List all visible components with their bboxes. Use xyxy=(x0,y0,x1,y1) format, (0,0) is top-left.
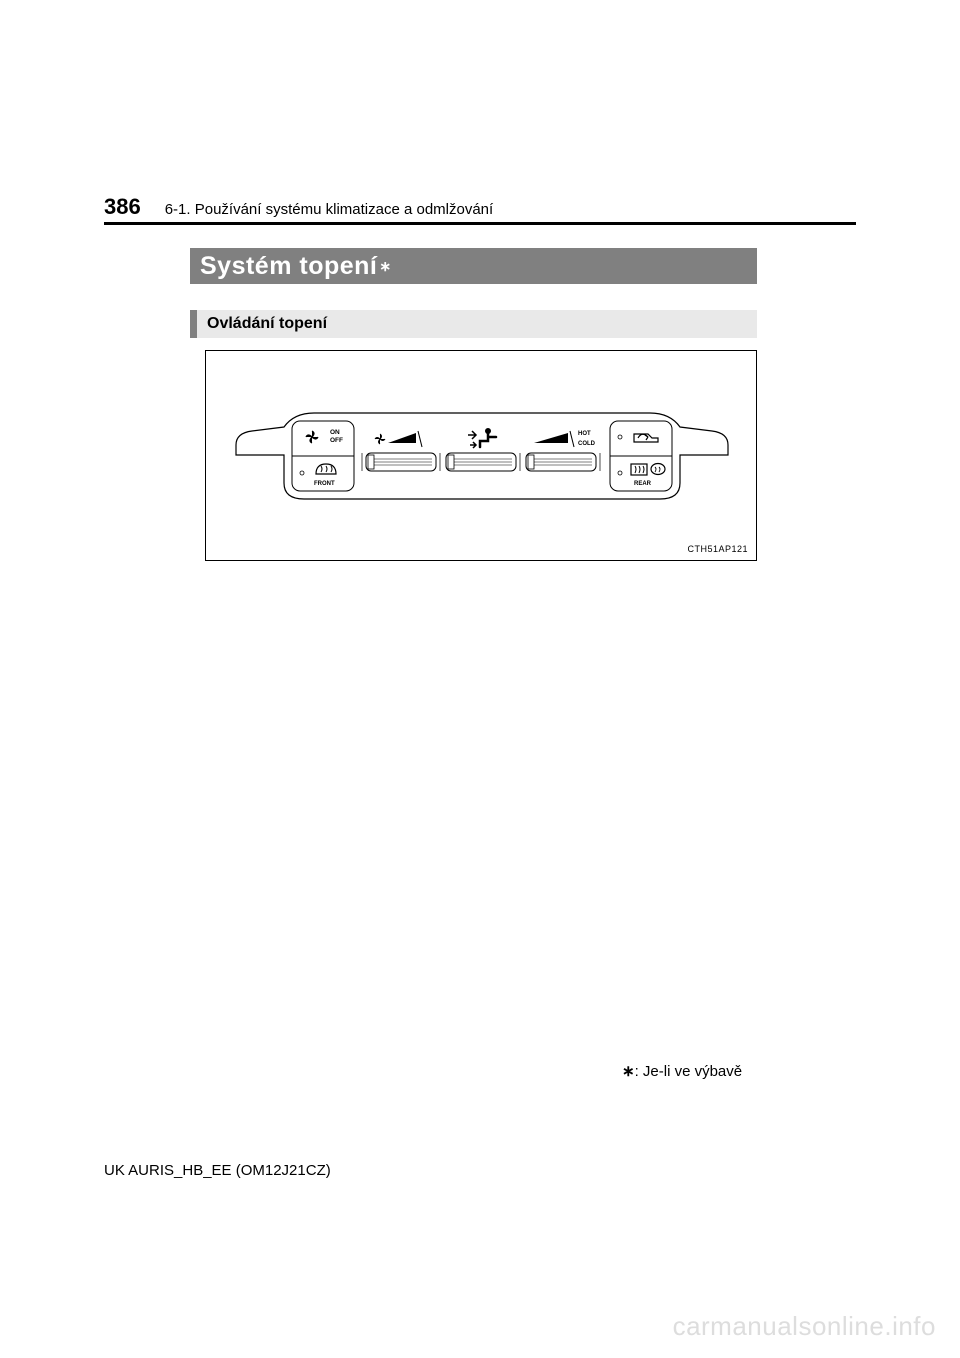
hot-label: HOT xyxy=(578,431,591,437)
footnote-text: : Je-li ve výbavě xyxy=(635,1063,743,1080)
footnote-star: ∗ xyxy=(622,1063,635,1080)
fan-icon xyxy=(306,431,318,443)
document-id: UK AURIS_HB_EE (OM12J21CZ) xyxy=(104,1162,331,1179)
rear-defrost-button: REAR xyxy=(618,464,665,488)
airflow-mode-slider xyxy=(446,453,516,471)
title-bar: Systém topení∗ xyxy=(190,248,757,284)
temperature-slider xyxy=(526,453,596,471)
rear-label: REAR xyxy=(634,481,652,487)
on-label: ON xyxy=(330,429,340,436)
fan-speed-slider xyxy=(366,453,436,471)
footnote: ∗: Je-li ve výbavě xyxy=(622,1062,742,1080)
off-label: OFF xyxy=(330,437,343,444)
recirculation-icon xyxy=(634,434,658,442)
fan-on-off-button: ON OFF xyxy=(306,429,343,444)
page-header: 386 6-1. Používání systému klimatizace a… xyxy=(104,194,856,220)
section-header: 6-1. Používání systému klimatizace a odm… xyxy=(165,201,493,218)
subsection-bar: Ovládání topení xyxy=(190,310,757,338)
front-defrost-button: FRONT xyxy=(300,464,336,487)
temperature-icon xyxy=(534,431,574,447)
mirror-defrost-icon xyxy=(651,464,665,475)
page-title: Systém topení xyxy=(200,252,377,281)
header-rule xyxy=(104,222,856,225)
watermark: carmanualsonline.info xyxy=(673,1311,936,1342)
page-number: 386 xyxy=(104,194,141,220)
airflow-mode-icon xyxy=(468,428,496,448)
control-panel-figure: ON OFF FRONT xyxy=(205,350,757,561)
center-slider-panel: HOT COLD xyxy=(362,428,600,471)
front-label: FRONT xyxy=(314,481,335,487)
fan-speed-icon xyxy=(375,431,422,447)
front-defrost-icon xyxy=(316,464,336,474)
manual-page: 386 6-1. Používání systému klimatizace a… xyxy=(0,0,960,1358)
indicator-led-icon xyxy=(618,471,622,475)
title-star: ∗ xyxy=(379,258,391,275)
subsection-title: Ovládání topení xyxy=(207,315,327,333)
figure-code: CTH51AP121 xyxy=(687,544,748,554)
recirculation-button xyxy=(618,434,658,442)
cold-label: COLD xyxy=(578,441,596,447)
heater-control-panel: ON OFF FRONT xyxy=(234,409,730,503)
rear-defrost-icon xyxy=(631,464,647,475)
indicator-led-icon xyxy=(618,435,622,439)
indicator-led-icon xyxy=(300,471,304,475)
